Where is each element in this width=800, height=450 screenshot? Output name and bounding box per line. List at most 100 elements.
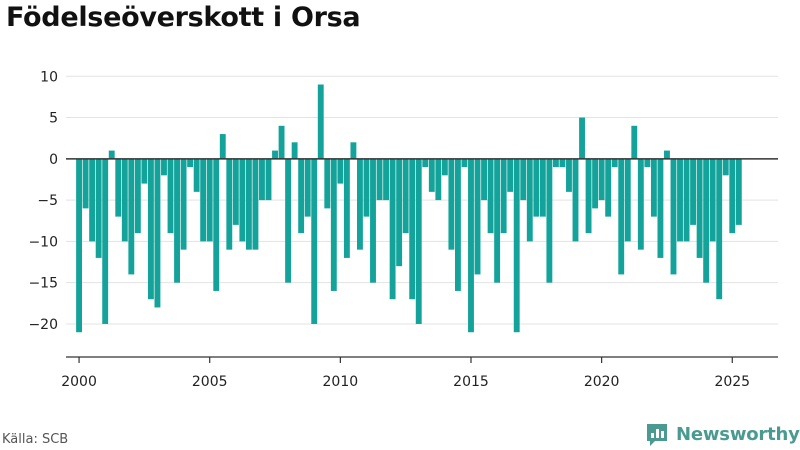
bar [637, 158, 644, 250]
bar [265, 158, 272, 201]
bar [167, 158, 174, 234]
bar [154, 158, 161, 308]
bar [324, 158, 331, 209]
y-tick-label: −15 [28, 276, 58, 292]
y-tick-label: −20 [28, 317, 58, 333]
bar [566, 158, 572, 192]
x-axis-labels: 2000 2005 2010 2015 2020 2025 [61, 374, 750, 390]
bar [272, 150, 278, 159]
bar [102, 158, 109, 324]
bar [219, 134, 226, 159]
bar [513, 158, 520, 333]
bars [76, 84, 742, 333]
bar [259, 158, 265, 201]
bar [193, 158, 200, 192]
bar [696, 158, 703, 258]
bar [317, 84, 324, 159]
bar [670, 158, 677, 275]
axes [66, 158, 778, 363]
bar [383, 158, 390, 201]
bar [422, 158, 429, 168]
bar [441, 158, 448, 176]
bar [95, 158, 102, 258]
bar [650, 158, 657, 217]
bar [624, 158, 631, 242]
bar [174, 158, 180, 283]
bar [252, 158, 259, 250]
bar [363, 158, 370, 217]
bar [533, 158, 540, 217]
bar [500, 158, 507, 234]
newsworthy-logo[interactable]: Newsworthy [644, 420, 800, 448]
bar [494, 158, 501, 283]
bar [729, 158, 736, 234]
bar [337, 158, 344, 184]
bar [605, 158, 612, 217]
y-tick-label: 10 [40, 69, 58, 85]
x-tick-label: 2000 [61, 374, 97, 390]
bar [357, 158, 363, 250]
bar [572, 158, 579, 242]
bar [147, 158, 154, 300]
bar [448, 158, 455, 250]
bar [409, 158, 416, 300]
bar [592, 158, 599, 209]
bar [298, 158, 305, 234]
bar [232, 158, 239, 225]
bar [239, 158, 246, 242]
bar [552, 158, 559, 168]
bar [396, 158, 403, 267]
bar [585, 158, 592, 234]
y-axis-labels: 10 5 0 −5 −10 −15 −20 [28, 69, 58, 333]
bar [559, 158, 566, 168]
bar [134, 158, 141, 234]
bar [389, 158, 396, 300]
bar [226, 158, 233, 250]
source-note: Källa: SCB [2, 432, 69, 447]
bar [735, 158, 742, 225]
bar [474, 158, 481, 275]
y-tick-label: 5 [49, 111, 58, 127]
bar [415, 158, 422, 324]
bar [657, 158, 664, 258]
bar [598, 158, 605, 201]
y-tick-label: −10 [28, 234, 58, 250]
bar [539, 158, 546, 217]
y-tick-label: 0 [49, 152, 58, 168]
bar [683, 158, 690, 242]
x-tick-label: 2005 [192, 374, 228, 390]
bar [141, 158, 148, 184]
bar [468, 158, 474, 333]
bar [487, 158, 494, 234]
y-tick-label: −5 [37, 193, 58, 209]
bar [115, 158, 122, 217]
bar [76, 158, 83, 333]
bar [526, 158, 533, 242]
bar [343, 158, 350, 258]
bar [618, 158, 625, 275]
bar [631, 125, 638, 159]
bar [311, 158, 318, 324]
bar [82, 158, 89, 209]
bar [245, 158, 252, 250]
x-tick-label: 2015 [453, 374, 489, 390]
bar [187, 158, 194, 168]
bar [213, 158, 220, 291]
bar [304, 158, 311, 217]
bar [664, 150, 670, 159]
bar [161, 158, 167, 176]
bar [200, 158, 207, 242]
bar [454, 158, 461, 291]
bar [121, 158, 128, 242]
bar [690, 158, 697, 225]
bar [644, 158, 651, 168]
bar [108, 150, 115, 159]
bar [370, 158, 376, 283]
x-tick-label: 2010 [323, 374, 359, 390]
bar [481, 158, 487, 201]
bar [546, 158, 553, 283]
bar [180, 158, 187, 250]
bar [285, 158, 292, 283]
bar [461, 158, 468, 168]
